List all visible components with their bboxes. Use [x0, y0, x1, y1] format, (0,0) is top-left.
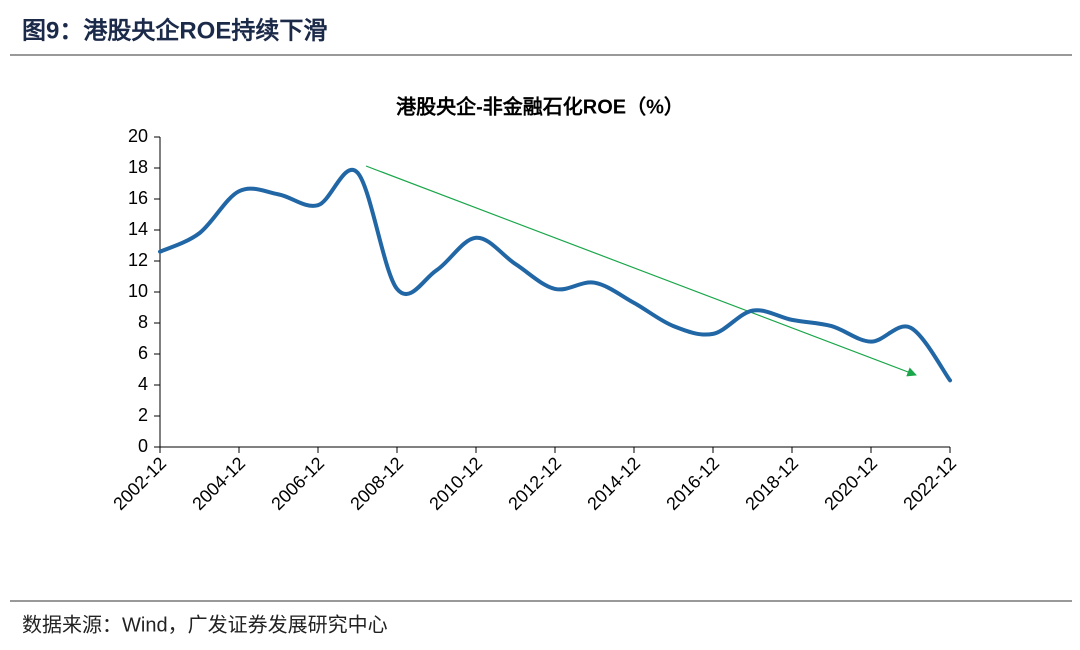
y-tick-label: 0 — [138, 436, 148, 456]
y-tick-label: 18 — [128, 157, 148, 177]
y-tick-label: 12 — [128, 250, 148, 270]
y-tick-label: 6 — [138, 343, 148, 363]
y-tick-label: 20 — [128, 126, 148, 146]
y-tick-label: 10 — [128, 281, 148, 301]
trend-arrow — [365, 165, 917, 377]
source-note: 数据来源：Wind，广发证券发展研究中心 — [22, 613, 388, 636]
figure-title: 图9：港股央企ROE持续下滑 — [22, 16, 327, 44]
x-tick-label: 2018-12 — [741, 453, 802, 514]
x-tick-label: 2002-12 — [109, 453, 170, 514]
x-tick-label: 2008-12 — [346, 453, 407, 514]
y-tick-label: 2 — [138, 405, 148, 425]
x-tick-label: 2006-12 — [267, 453, 328, 514]
x-tick-label: 2014-12 — [583, 453, 644, 514]
y-tick-label: 16 — [128, 188, 148, 208]
x-tick-label: 2010-12 — [425, 453, 486, 514]
x-tick-label: 2004-12 — [188, 453, 249, 514]
y-tick-label: 14 — [128, 219, 148, 239]
x-tick-label: 2016-12 — [662, 453, 723, 514]
x-tick-label: 2022-12 — [899, 453, 960, 514]
x-tick-label: 2012-12 — [504, 453, 565, 514]
x-tick-label: 2020-12 — [820, 453, 881, 514]
y-tick-label: 4 — [138, 374, 148, 394]
roe-line — [158, 167, 952, 383]
y-tick-label: 8 — [138, 312, 148, 332]
chart-title: 港股央企-非金融石化ROE（%） — [396, 94, 684, 118]
